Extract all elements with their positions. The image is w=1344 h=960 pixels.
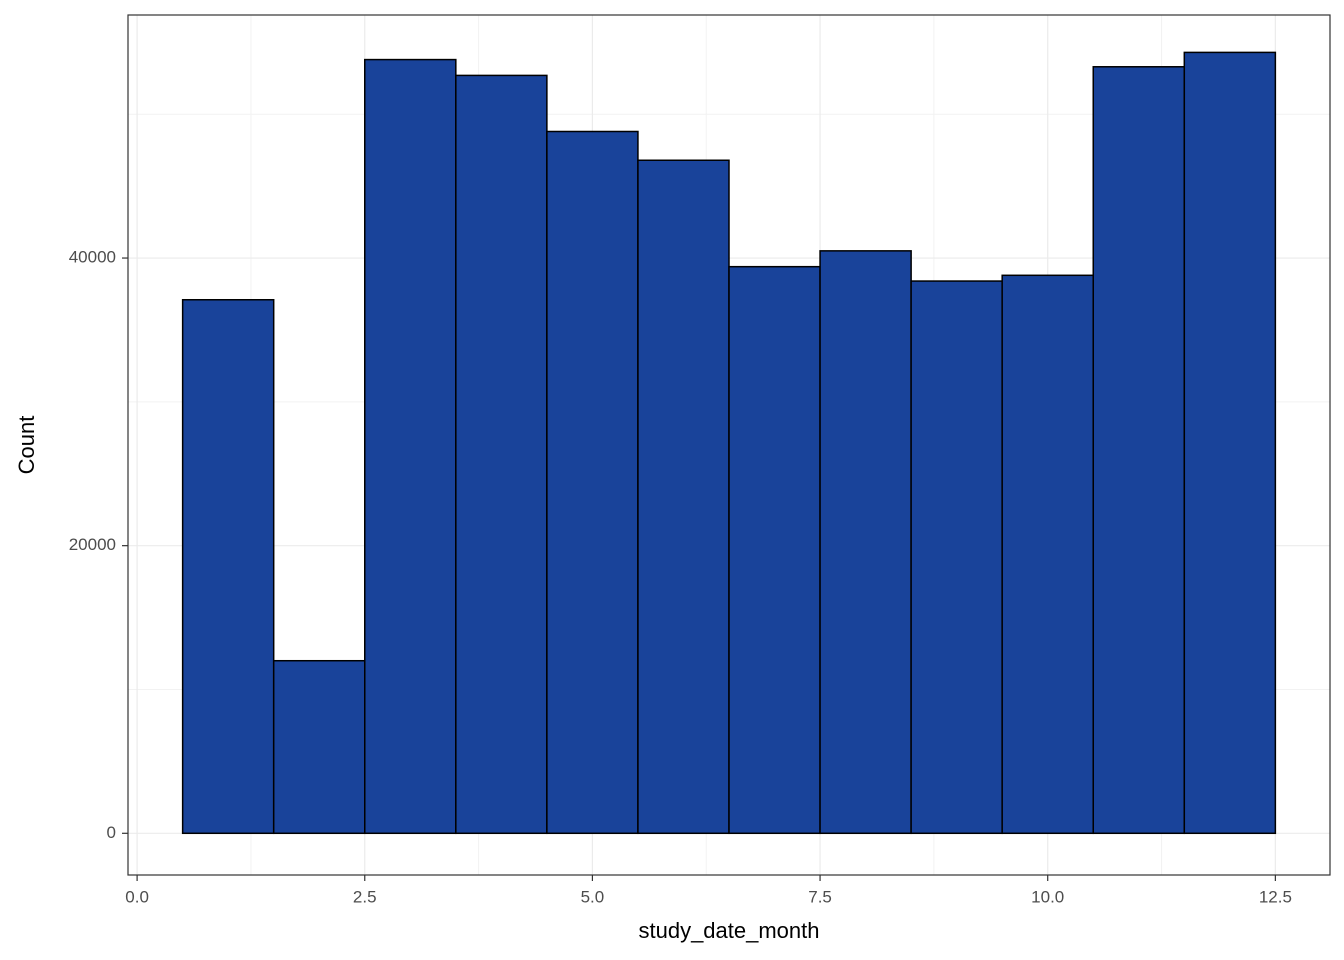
x-tick-label: 12.5 xyxy=(1259,887,1292,906)
bar xyxy=(1183,51,1277,835)
x-tick-label: 2.5 xyxy=(353,887,377,906)
bar xyxy=(181,298,275,835)
x-tick-label: 10.0 xyxy=(1031,887,1064,906)
bar xyxy=(637,159,730,835)
y-axis-title: Count xyxy=(14,416,39,475)
bar xyxy=(1092,66,1186,835)
x-tick-label: 0.0 xyxy=(125,887,149,906)
x-tick-label: 7.5 xyxy=(808,887,832,906)
bar xyxy=(728,265,821,835)
bar xyxy=(272,659,366,835)
panel-border xyxy=(127,14,1331,876)
bar xyxy=(455,74,548,835)
bar xyxy=(364,58,457,835)
bar xyxy=(546,130,639,835)
bar xyxy=(910,280,1003,835)
y-tick-label: 20000 xyxy=(69,535,116,554)
x-tick-label: 5.0 xyxy=(581,887,605,906)
y-tick-label: 40000 xyxy=(69,248,116,267)
y-tick-label: 0 xyxy=(107,823,116,842)
bar xyxy=(1001,274,1094,835)
bar xyxy=(819,250,912,835)
x-axis-title: study_date_month xyxy=(638,918,819,943)
